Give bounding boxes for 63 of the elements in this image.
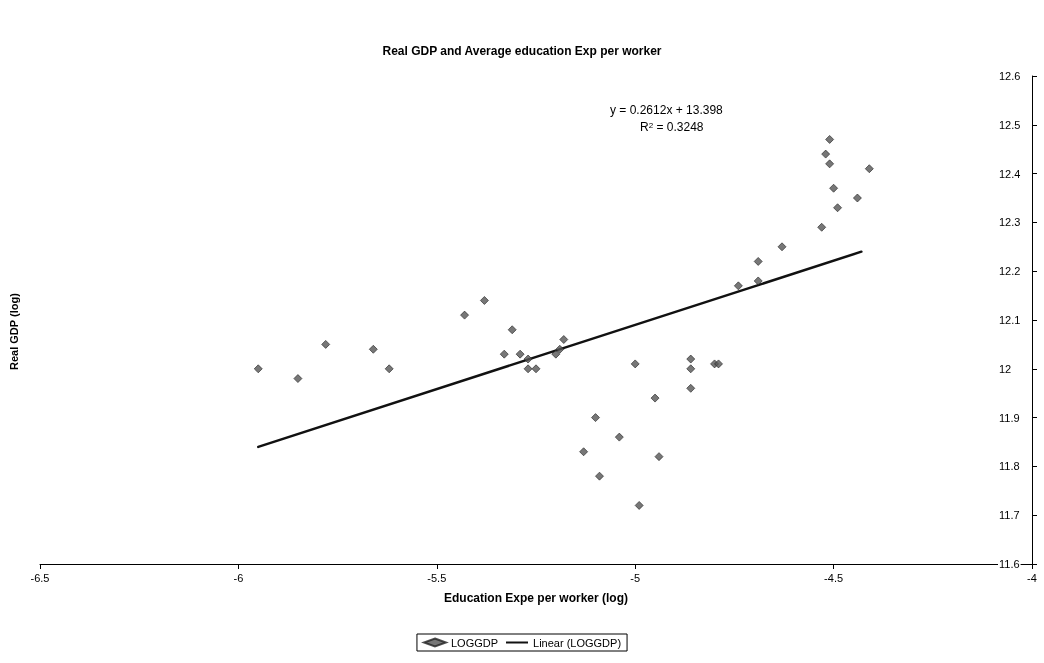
- point: [634, 501, 644, 510]
- point: [630, 359, 640, 369]
- point: [368, 344, 378, 354]
- point: [523, 354, 533, 364]
- legend-label: Linear (LOGGDP): [533, 636, 622, 649]
- point: [821, 149, 831, 159]
- y-tick-label: 11.8: [999, 460, 1020, 473]
- point: [480, 296, 489, 305]
- point: [714, 359, 723, 369]
- point: [753, 276, 763, 286]
- y-tick-label: 12.2: [999, 265, 1021, 278]
- y-tick-label: 12.4: [999, 167, 1021, 180]
- chart-title: Real GDP and Average education Exp per worker: [382, 44, 662, 58]
- y-tick-label: 12: [999, 362, 1012, 375]
- point: [595, 471, 604, 481]
- point: [825, 135, 835, 144]
- point: [650, 393, 660, 403]
- x-tick-label: -6: [233, 571, 244, 584]
- point: [531, 364, 541, 374]
- point: [523, 364, 533, 374]
- point: [253, 364, 263, 374]
- x-tick-label: -4.5: [824, 571, 844, 584]
- point: [507, 325, 517, 335]
- point: [829, 183, 838, 193]
- point: [686, 383, 696, 393]
- point: [555, 344, 565, 354]
- point: [654, 452, 664, 462]
- x-tick-label: -5: [630, 571, 641, 584]
- x-tick-label: -5.5: [427, 571, 447, 584]
- point: [321, 340, 331, 349]
- point: [614, 432, 624, 442]
- point: [864, 164, 874, 174]
- point: [384, 364, 394, 374]
- point: [777, 242, 787, 252]
- point: [686, 364, 696, 374]
- point: [460, 310, 469, 320]
- point: [591, 413, 600, 422]
- y-axis-title: Real GDP (log): [7, 292, 20, 370]
- point: [499, 349, 509, 359]
- point: [817, 222, 827, 232]
- point: [293, 374, 303, 383]
- point: [825, 159, 835, 169]
- point: [551, 349, 561, 359]
- x-tick-label: -4: [1027, 571, 1037, 584]
- x-axis-title: Education Expe per worker (log): [443, 591, 629, 605]
- point: [559, 335, 569, 344]
- point: [733, 281, 743, 291]
- y-tick-label: 11.7: [999, 509, 1020, 522]
- y-tick-label: 12.3: [999, 216, 1021, 229]
- point: [579, 447, 589, 457]
- point: [853, 193, 862, 203]
- point: [753, 257, 763, 266]
- annotation: y = 0.2612x + 13.398: [610, 103, 724, 117]
- y-tick-label: 11.6: [999, 558, 1020, 570]
- point: [833, 203, 842, 213]
- legend-label: LOGGDP: [450, 636, 499, 649]
- y-tick-label: 11.9: [999, 411, 1020, 424]
- point: [686, 354, 696, 364]
- y-tick-label: 12.5: [999, 118, 1021, 131]
- point: [515, 349, 525, 359]
- y-tick-label: 12.1: [999, 314, 1021, 326]
- x-tick-label: -6.5: [30, 571, 50, 584]
- y-tick-label: 12.6: [999, 70, 1021, 82]
